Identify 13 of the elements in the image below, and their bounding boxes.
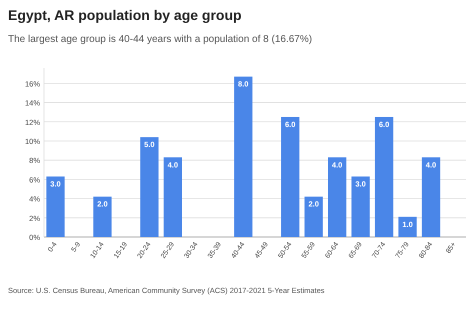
bar xyxy=(351,176,370,237)
bar xyxy=(374,116,394,237)
chart-title: Egypt, AR population by age group xyxy=(8,7,242,23)
bar xyxy=(234,76,252,237)
bar xyxy=(140,137,159,237)
bar xyxy=(328,157,346,237)
bar xyxy=(93,196,112,237)
bar xyxy=(422,157,440,237)
chart-subtitle: The largest age group is 40-44 years with a population of 8 (16.67%) xyxy=(8,34,312,45)
bar xyxy=(281,116,300,237)
bar xyxy=(164,157,182,237)
bar xyxy=(46,176,65,237)
bar xyxy=(304,196,323,237)
